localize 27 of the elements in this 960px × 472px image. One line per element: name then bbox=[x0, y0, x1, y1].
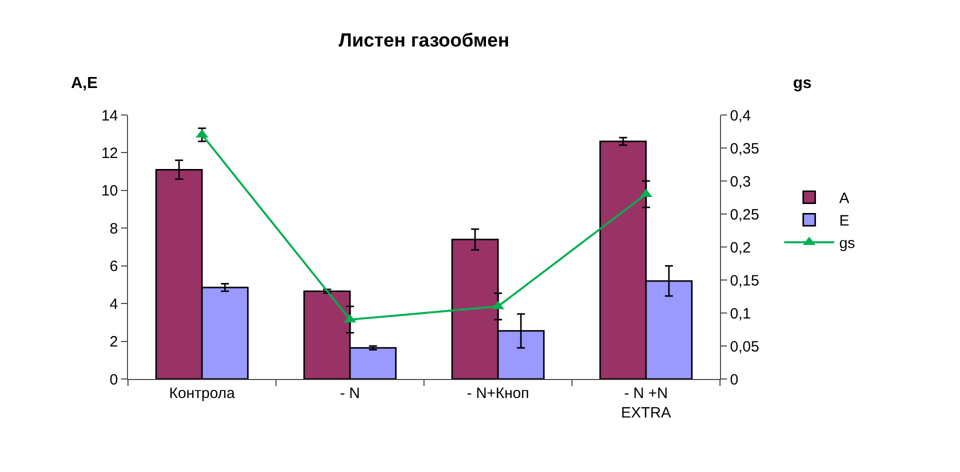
y-tick-label: 2 bbox=[110, 334, 118, 351]
y2-axis-title: gs bbox=[793, 75, 812, 92]
y-tick-label: 0 bbox=[110, 371, 118, 388]
legend-label: A bbox=[839, 190, 850, 208]
y-tick-label: 14 bbox=[101, 107, 118, 124]
y-tick-label: 12 bbox=[101, 144, 118, 162]
legend-label: E bbox=[839, 212, 850, 230]
y-tick-label: 6 bbox=[110, 258, 118, 276]
y-tick-label: 4 bbox=[110, 296, 118, 313]
legend-label: gs bbox=[839, 235, 856, 252]
x-tick-label: Контрола bbox=[169, 385, 236, 402]
y-tick-label: 10 bbox=[101, 182, 118, 200]
x-tick-label: - N +N EXTRA bbox=[620, 385, 672, 422]
y2-tick-label: 0,05 bbox=[730, 338, 760, 356]
chart-title: Листен газообмен bbox=[338, 30, 510, 52]
y2-tick-label: 0,25 bbox=[730, 206, 760, 224]
x-tick-label: - N bbox=[340, 385, 360, 402]
y-tick-label: 8 bbox=[110, 220, 118, 238]
y2-tick-label: 0,4 bbox=[730, 107, 751, 124]
x-tick-label: - N+Кноп bbox=[466, 385, 530, 402]
y2-tick-label: 0,15 bbox=[730, 272, 760, 290]
y2-tick-label: 0,3 bbox=[730, 173, 751, 190]
y2-tick-label: 0,1 bbox=[730, 305, 751, 322]
y2-tick-label: 0 bbox=[730, 371, 738, 388]
y2-tick-label: 0,35 bbox=[730, 140, 760, 158]
y-axis-title: A,E bbox=[71, 75, 98, 92]
y2-tick-label: 0,2 bbox=[730, 239, 751, 256]
